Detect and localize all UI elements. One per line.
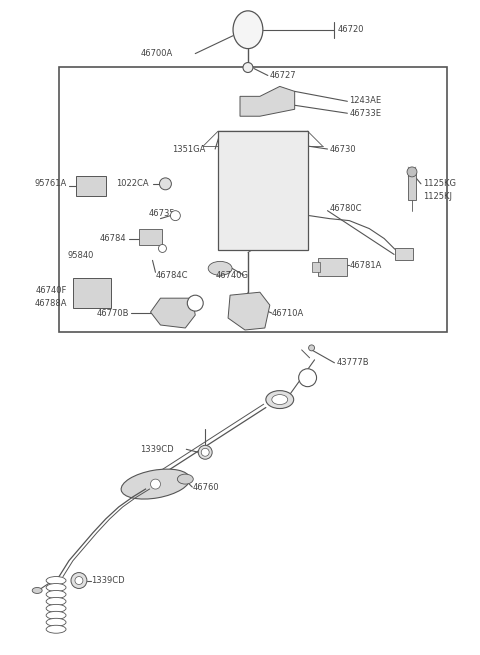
Text: 1125KJ: 1125KJ [423, 193, 452, 201]
Ellipse shape [32, 588, 42, 593]
Circle shape [170, 211, 180, 221]
Text: 46740G: 46740G [215, 271, 248, 280]
Text: 46760: 46760 [192, 483, 219, 491]
Text: A: A [304, 373, 311, 383]
Bar [312, 263, 320, 272]
Text: 46733E: 46733E [349, 109, 382, 118]
Text: 46781A: 46781A [349, 261, 382, 270]
Ellipse shape [46, 597, 66, 605]
Ellipse shape [178, 474, 193, 484]
Text: A: A [192, 299, 199, 308]
Ellipse shape [46, 626, 66, 633]
Ellipse shape [46, 605, 66, 612]
Circle shape [75, 576, 83, 584]
Polygon shape [151, 298, 195, 328]
Circle shape [198, 445, 212, 459]
Text: 46700A: 46700A [141, 49, 173, 58]
Text: 46788A: 46788A [35, 299, 67, 308]
Ellipse shape [272, 394, 288, 405]
Polygon shape [228, 292, 270, 330]
Text: 46727: 46727 [270, 71, 297, 80]
Bar [318, 259, 348, 276]
Polygon shape [76, 176, 106, 196]
Text: 46720: 46720 [337, 26, 364, 34]
Text: 95840: 95840 [67, 251, 94, 260]
Circle shape [158, 244, 167, 252]
Ellipse shape [208, 261, 232, 275]
Circle shape [187, 295, 203, 311]
Text: 46735: 46735 [148, 209, 175, 218]
Ellipse shape [46, 611, 66, 619]
Text: 46784: 46784 [100, 234, 127, 243]
Ellipse shape [46, 618, 66, 626]
Circle shape [159, 178, 171, 190]
Text: 46730: 46730 [329, 145, 356, 153]
Bar [218, 131, 308, 250]
Ellipse shape [46, 590, 66, 599]
Text: 1351GA: 1351GA [172, 145, 206, 153]
Ellipse shape [46, 576, 66, 584]
Bar [395, 248, 413, 261]
Text: 46710A: 46710A [272, 309, 304, 318]
Text: 95761A: 95761A [35, 179, 67, 189]
Text: 46780C: 46780C [329, 204, 362, 213]
Circle shape [71, 572, 87, 588]
Text: 46770B: 46770B [96, 309, 129, 318]
Text: 43777B: 43777B [336, 358, 369, 367]
Polygon shape [240, 86, 295, 116]
Text: 1339CD: 1339CD [91, 576, 124, 585]
Text: 46784C: 46784C [156, 271, 188, 280]
Circle shape [201, 448, 209, 457]
Polygon shape [73, 278, 111, 308]
Circle shape [309, 345, 314, 351]
Circle shape [407, 167, 417, 177]
Text: 1339CD: 1339CD [141, 445, 174, 454]
Ellipse shape [233, 11, 263, 48]
Ellipse shape [266, 390, 294, 409]
Text: 1125KG: 1125KG [423, 179, 456, 189]
Bar [59, 67, 447, 332]
Text: 46740F: 46740F [36, 286, 67, 295]
Circle shape [243, 62, 253, 73]
Text: 1243AE: 1243AE [349, 96, 382, 105]
Ellipse shape [121, 469, 190, 499]
Ellipse shape [46, 584, 66, 591]
Bar [408, 172, 416, 200]
Circle shape [299, 369, 316, 386]
Text: 1022CA: 1022CA [116, 179, 148, 189]
Circle shape [151, 479, 160, 489]
Polygon shape [139, 229, 162, 246]
